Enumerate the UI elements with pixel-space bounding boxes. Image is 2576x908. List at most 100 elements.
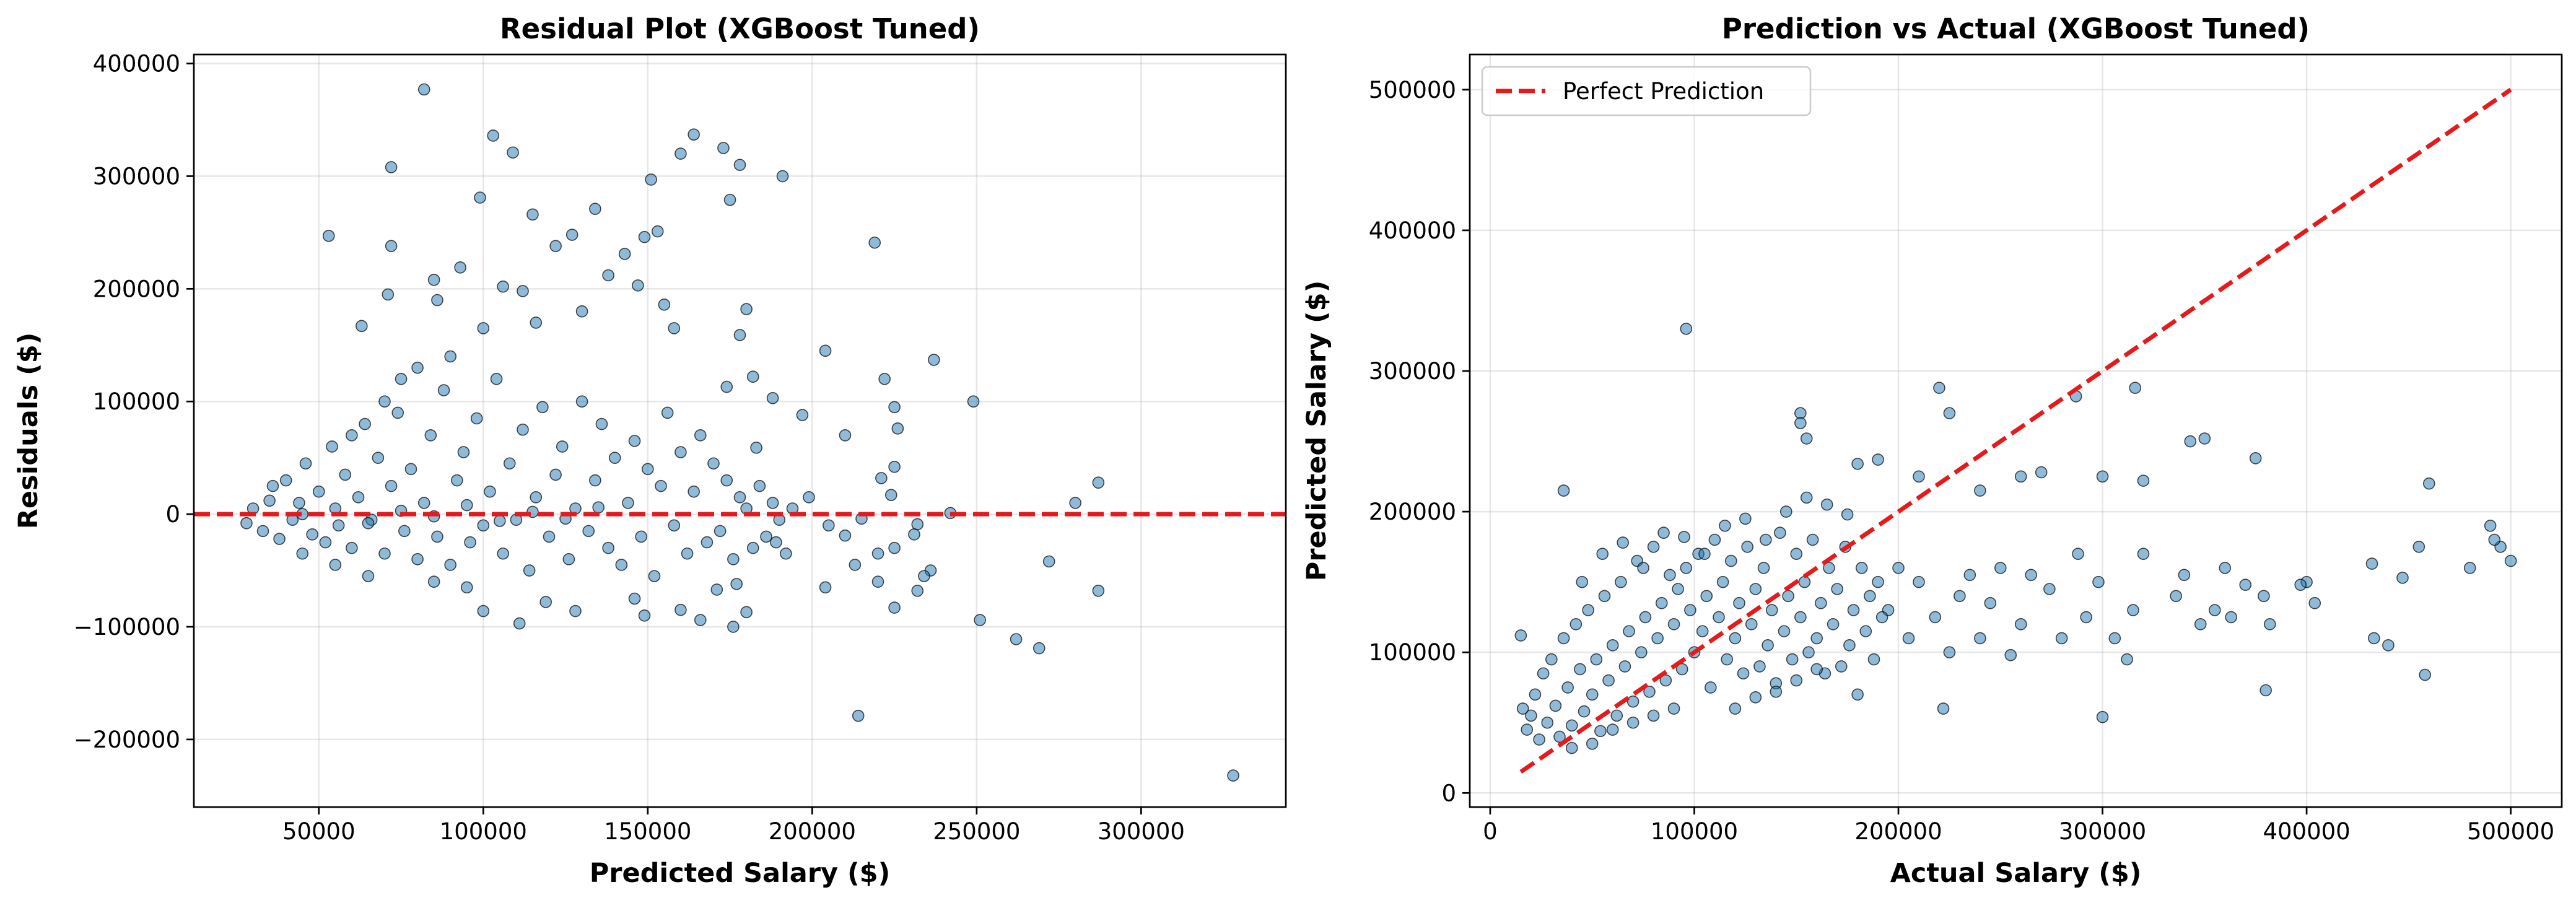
residual-plot-point-17: [868, 236, 881, 249]
prediction-vs-actual-point-98: [1626, 695, 1639, 708]
prediction-vs-actual-point-70: [1514, 629, 1527, 642]
residual-plot-point-79: [727, 621, 740, 633]
residual-plot-point-24: [497, 280, 509, 293]
prediction-vs-actual-point-118: [1708, 533, 1721, 546]
residual-plot-x-tick-label-5: 300000: [1098, 818, 1185, 845]
prediction-vs-actual-point-16: [2014, 470, 2027, 483]
residual-plot-point-161: [701, 536, 714, 549]
prediction-vs-actual-point-53: [1994, 562, 2007, 574]
residual-plot-point-108: [352, 491, 365, 504]
residual-plot-point-5: [675, 147, 687, 160]
residual-plot-point-181: [494, 515, 506, 527]
prediction-vs-actual-point-103: [1647, 541, 1660, 553]
prediction-vs-actual-point-140: [1798, 575, 1811, 588]
residual-plot-point-136: [536, 401, 549, 414]
residual-plot-point-194: [296, 547, 309, 560]
residual-plot-point-61: [823, 519, 835, 532]
prediction-vs-actual-point-137: [1786, 653, 1799, 666]
residual-plot-point-165: [727, 553, 740, 565]
prediction-vs-actual-point-176: [1779, 505, 1792, 518]
residual-plot-point-44: [766, 391, 779, 404]
residual-plot-point-13: [526, 208, 539, 221]
prediction-vs-actual-point-167: [1596, 548, 1609, 561]
residual-plot-point-87: [477, 605, 490, 618]
residual-plot-point-164: [720, 474, 733, 487]
residual-plot-point-93: [263, 494, 276, 507]
prediction-vs-actual-point-159: [1875, 611, 1888, 624]
residual-plot-point-77: [852, 709, 865, 722]
residual-plot-point-142: [575, 395, 588, 408]
prediction-vs-actual-point-85: [1574, 663, 1586, 676]
prediction-vs-actual-point-158: [1872, 575, 1884, 588]
residual-plot-point-62: [770, 536, 782, 549]
residual-plot-point-170: [760, 530, 772, 543]
prediction-vs-actual-point-157: [1867, 653, 1880, 666]
residual-plot-point-135: [530, 491, 543, 504]
residual-plot-point-189: [395, 373, 408, 385]
prediction-vs-actual-point-97: [1623, 625, 1635, 637]
residual-plot-point-76: [1092, 584, 1105, 597]
residual-plot-point-10: [474, 191, 486, 204]
prediction-vs-actual-point-65: [2368, 632, 2380, 645]
residual-plot-point-158: [681, 547, 694, 560]
residual-plot-point-43: [967, 395, 980, 408]
prediction-vs-actual-point-173: [1719, 519, 1731, 532]
residual-plot-point-58: [911, 518, 924, 531]
prediction-vs-actual-point-89: [1590, 653, 1603, 666]
prediction-vs-actual-point-67: [2419, 668, 2432, 681]
residual-plot-point-188: [444, 350, 456, 363]
residual-plot-point-83: [638, 609, 651, 622]
residual-plot-point-8: [645, 173, 657, 186]
prediction-vs-actual-point-78: [1545, 653, 1558, 666]
residual-plot-point-124: [457, 446, 470, 458]
prediction-vs-actual-point-134: [1774, 526, 1786, 539]
residual-plot-point-6: [733, 159, 746, 172]
residual-plot-point-123: [451, 474, 463, 487]
residual-plot-point-97: [279, 474, 292, 487]
residual-plot-point-36: [356, 320, 368, 333]
prediction-vs-actual-point-180: [1729, 702, 1742, 715]
residual-plot: Residual Plot (XGBoost Tuned) Predicted …: [13, 12, 1287, 889]
prediction-vs-actual-point-46: [2080, 611, 2092, 624]
prediction-vs-actual-point-62: [1902, 632, 1915, 645]
residual-plot-point-27: [382, 288, 395, 301]
prediction-vs-actual-point-56: [1963, 569, 1976, 582]
residual-plot-point-26: [632, 279, 644, 292]
residual-plot-point-19: [549, 240, 562, 253]
residual-plot-point-84: [569, 605, 582, 618]
prediction-vs-actual-y-axis-label: Predicted Salary ($): [1301, 281, 1332, 582]
prediction-vs-actual-point-27: [2365, 557, 2378, 570]
prediction-vs-actual-point-148: [1831, 583, 1843, 595]
prediction-vs-actual-point-77: [1541, 716, 1554, 729]
prediction-vs-actual-point-181: [1749, 691, 1762, 704]
residual-plot-point-50: [888, 460, 901, 473]
residual-plot-point-72: [974, 614, 986, 626]
residual-plot-point-100: [299, 457, 312, 470]
residual-plot-point-73: [1010, 633, 1023, 645]
prediction-vs-actual-point-177: [1800, 491, 1813, 504]
residual-plot-point-109: [359, 417, 371, 430]
residual-plot-point-119: [424, 429, 437, 442]
residual-plot-point-177: [362, 517, 375, 530]
prediction-vs-actual-point-10: [2249, 452, 2262, 465]
residual-plot-point-152: [642, 463, 654, 476]
prediction-vs-actual-point-130: [1757, 562, 1770, 574]
residual-plot-point-126: [470, 412, 483, 425]
residual-plot-point-1: [487, 129, 500, 142]
prediction-vs-actual-point-116: [1700, 590, 1713, 603]
residual-plot-point-51: [875, 472, 888, 484]
prediction-vs-actual-point-147: [1827, 618, 1840, 631]
residual-plot-point-20: [565, 229, 579, 241]
residual-plot-point-96: [266, 479, 279, 492]
prediction-vs-actual-point-100: [1635, 646, 1648, 658]
prediction-vs-actual-point-106: [1659, 674, 1672, 687]
prediction-vs-actual-point-80: [1553, 730, 1566, 743]
residual-plot-point-4: [507, 146, 519, 159]
residual-plot-point-68: [888, 601, 901, 614]
residual-plot-point-111: [372, 452, 385, 464]
prediction-vs-actual-point-24: [2463, 562, 2476, 574]
residual-plot-point-168: [746, 541, 759, 554]
residual-plot-point-33: [477, 322, 490, 334]
prediction-vs-actual-point-41: [2127, 604, 2139, 616]
